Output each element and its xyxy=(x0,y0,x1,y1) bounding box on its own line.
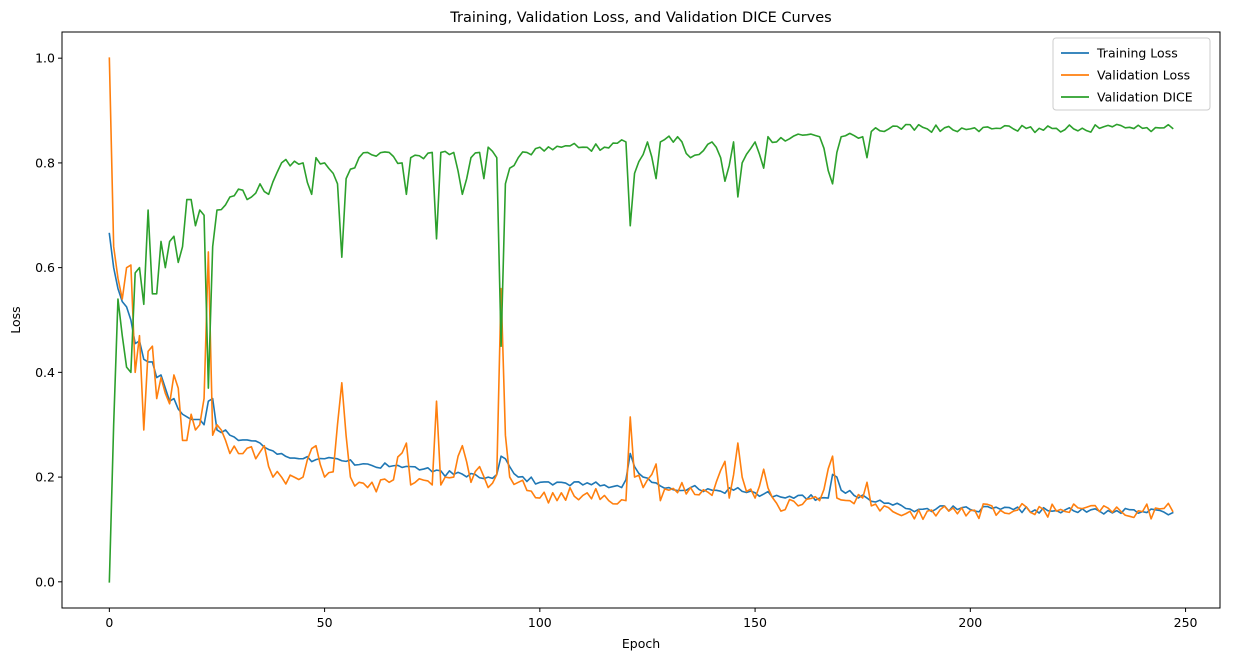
y-tick-label: 0.8 xyxy=(35,155,55,170)
y-tick-label: 0.4 xyxy=(35,365,55,380)
x-tick-label: 50 xyxy=(317,615,333,630)
y-axis-label: Loss xyxy=(8,306,23,333)
series-line-validation-dice xyxy=(108,123,1174,583)
y-tick-label: 1.0 xyxy=(35,51,55,66)
y-tick-label: 0.2 xyxy=(35,470,55,485)
series-line-validation-loss xyxy=(108,57,1174,521)
plot-area xyxy=(61,31,1221,609)
legend: Training Loss Validation Loss Validation D… xyxy=(1052,37,1211,111)
chart-title: Training, Validation Loss, and Validatio… xyxy=(449,10,831,26)
legend-entry-label: Validation Loss xyxy=(1097,68,1190,83)
legend-entry-label: Training Loss xyxy=(1096,46,1178,61)
x-axis-ticks: 0 50 100 150 200 250 xyxy=(105,608,1198,630)
x-tick-label: 0 xyxy=(105,615,113,630)
axes-frame xyxy=(61,31,1221,609)
y-tick-label: 0.0 xyxy=(35,574,55,589)
y-tick-label: 0.6 xyxy=(35,260,55,275)
series-line-training-loss xyxy=(108,232,1174,516)
legend-box xyxy=(1052,37,1211,111)
x-tick-label: 100 xyxy=(528,615,552,630)
x-axis-label: Epoch xyxy=(622,636,660,651)
x-tick-label: 150 xyxy=(743,615,767,630)
legend-entry-label: Validation DICE xyxy=(1097,90,1193,105)
y-axis-ticks: 0.0 0.2 0.4 0.6 0.8 1.0 xyxy=(35,51,62,589)
axes-background xyxy=(62,32,1220,608)
x-tick-label: 250 xyxy=(1174,615,1198,630)
series-layer xyxy=(108,57,1174,583)
x-tick-label: 200 xyxy=(958,615,982,630)
